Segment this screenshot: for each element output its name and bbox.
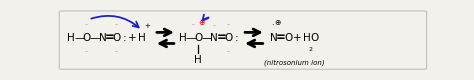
Text: —: — <box>74 33 85 43</box>
Text: :: : <box>235 33 238 43</box>
Text: —: — <box>90 33 100 43</box>
Text: H: H <box>302 33 310 43</box>
Text: O: O <box>194 33 202 43</box>
Text: H: H <box>194 55 202 65</box>
Text: ⊕: ⊕ <box>274 18 281 27</box>
Text: —: — <box>201 33 211 43</box>
Text: H: H <box>179 33 187 43</box>
Text: ··: ·· <box>85 49 89 54</box>
FancyBboxPatch shape <box>59 11 427 69</box>
Text: ·: · <box>271 21 273 30</box>
Text: —: — <box>186 33 196 43</box>
Text: ··: ·· <box>212 23 216 28</box>
Text: (nitrosonium ion): (nitrosonium ion) <box>264 59 325 66</box>
Text: N: N <box>270 33 278 43</box>
Text: =: = <box>276 31 286 44</box>
Text: O: O <box>311 33 319 43</box>
Text: ··: ·· <box>85 22 89 28</box>
Text: ··: ·· <box>114 22 118 28</box>
Text: :: : <box>122 33 126 43</box>
Text: H: H <box>67 33 75 43</box>
Text: ⊕: ⊕ <box>199 18 205 27</box>
Text: =: = <box>216 31 226 44</box>
Text: =: = <box>105 31 115 44</box>
Text: +: + <box>128 33 137 43</box>
Text: N: N <box>99 33 107 43</box>
Text: O: O <box>284 33 292 43</box>
Text: ··: ·· <box>226 49 230 54</box>
Text: ··: ·· <box>114 49 118 54</box>
Text: +: + <box>144 23 150 29</box>
Text: ··: ·· <box>191 22 196 28</box>
Text: +: + <box>293 33 301 43</box>
Text: H: H <box>138 33 146 43</box>
Text: O: O <box>112 33 120 43</box>
Text: O: O <box>82 33 91 43</box>
Text: O: O <box>224 33 232 43</box>
Text: N: N <box>210 33 218 43</box>
Text: ··: ·· <box>226 22 230 28</box>
Text: 2: 2 <box>309 47 312 52</box>
